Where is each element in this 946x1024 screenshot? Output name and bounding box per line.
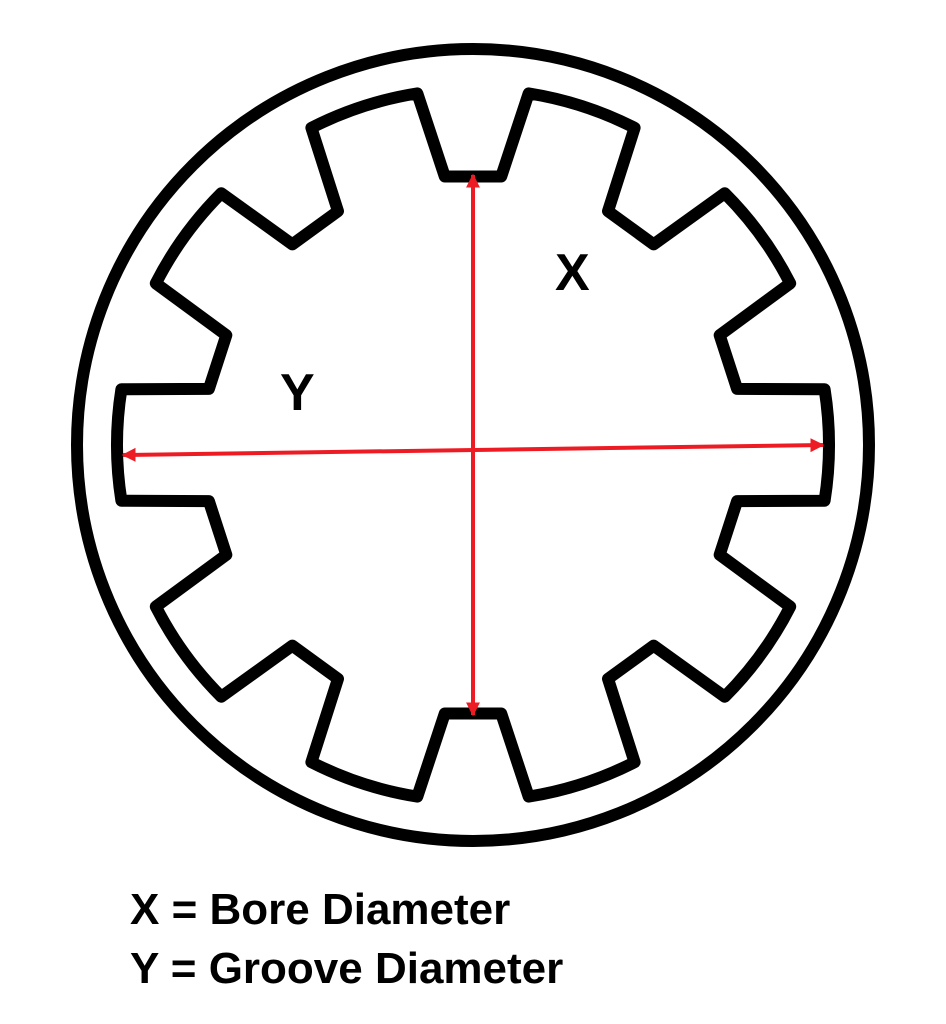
- legend: X = Bore Diameter Y = Groove Diameter: [130, 880, 563, 999]
- svg-text:Y: Y: [280, 364, 315, 422]
- svg-text:X: X: [555, 244, 590, 302]
- diagram-container: XY X = Bore Diameter Y = Groove Diameter: [0, 0, 946, 1024]
- legend-line-x: X = Bore Diameter: [130, 880, 563, 939]
- gear-diagram-svg: XY: [0, 0, 946, 860]
- legend-line-y: Y = Groove Diameter: [130, 939, 563, 998]
